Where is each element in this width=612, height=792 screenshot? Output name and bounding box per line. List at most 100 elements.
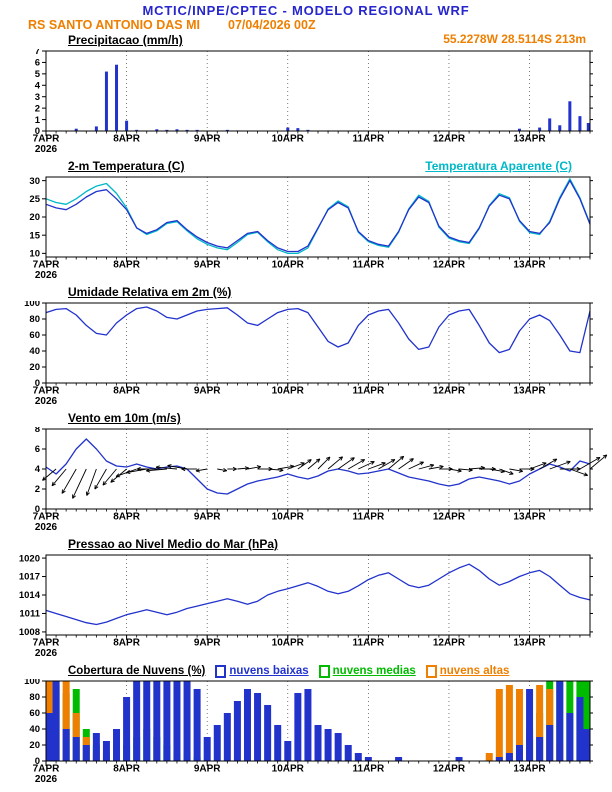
panel-humidity: Umidade Relativa em 2m (%) 0 20 40 60 80 100 7… — [0, 285, 612, 411]
y-tick-label: 40 — [29, 346, 40, 357]
x-tick-label: 9APR — [194, 764, 221, 775]
x-tick-label: 7APR — [33, 386, 60, 397]
y-tick-label: 5 — [35, 69, 41, 80]
x-tick-label: 11APR — [353, 638, 385, 649]
y-tick-label: 1 — [35, 115, 41, 126]
y-tick-label: 6 — [35, 58, 40, 69]
y-tick-label: 3 — [35, 92, 40, 103]
panel-title-clouds: Cobertura de Nuvens (%) — [68, 665, 206, 677]
x-tick-label: 10APR — [272, 764, 305, 775]
x-tick-label: 9APR — [194, 638, 221, 649]
y-tick-label: 1014 — [19, 590, 41, 601]
y-tick-label: 60 — [29, 708, 40, 719]
x-tick-label: 13APR — [513, 512, 546, 523]
x-tick-label: 11APR — [353, 134, 385, 145]
y-tick-label: 1011 — [19, 609, 40, 620]
x-tick-label: 12APR — [433, 764, 466, 775]
y-tick-label: 2 — [35, 103, 40, 114]
panel-precipitation-header: Precipitacao (mm/h) 55.2278W 28.5114S 21… — [0, 32, 612, 49]
page-header: MCTIC/INPE/CPTEC - MODELO REGIONAL WRF R… — [0, 0, 612, 33]
x-tick-label: 12APR — [433, 134, 466, 145]
x-tick-label: 11APR — [353, 386, 385, 397]
nuvens-medias-swatch-icon — [318, 664, 330, 678]
y-tick-label: 4 — [35, 464, 41, 475]
x-tick-label: 10APR — [272, 512, 305, 523]
umidade-relativa-line — [45, 306, 591, 354]
y-tick-label: 7 — [35, 49, 40, 57]
nuvens-baixas-label: nuvens baixas — [229, 665, 309, 677]
x-tick-label: 10APR — [272, 386, 305, 397]
x-tick-label: 7APR — [33, 134, 60, 145]
panel-temperature: 2-m Temperatura (C) Temperatura Aparente… — [0, 159, 612, 285]
y-tick-label: 80 — [29, 314, 40, 325]
nuvens-medias-label: nuvens medias — [332, 665, 416, 677]
x-tick-label: 13APR — [513, 638, 546, 649]
y-tick-label: 4 — [35, 80, 41, 91]
station-name: RS SANTO ANTONIO DAS MI — [28, 18, 201, 32]
y-tick-label: 0 — [35, 378, 40, 389]
vento-10m-line — [45, 438, 591, 495]
y-tick-label: 25 — [29, 194, 40, 205]
x-tick-label: 11APR — [353, 764, 385, 775]
y-tick-label: 100 — [24, 301, 40, 309]
x-tick-label: 9APR — [194, 512, 221, 523]
x-tick-label: 13APR — [513, 764, 546, 775]
x-tick-label: 8APR — [113, 638, 140, 649]
x-tick-label: 8APR — [113, 134, 140, 145]
temperatura-aparente-line — [45, 178, 591, 255]
x-tick-label: 10APR — [272, 638, 305, 649]
y-tick-label: 30 — [29, 176, 40, 187]
x-tick-label: 9APR — [194, 134, 221, 145]
y-tick-label: 15 — [29, 230, 40, 241]
x-tick-label: 7APR — [33, 260, 60, 271]
y-tick-label: 10 — [29, 249, 40, 260]
panel-title-humidity: Umidade Relativa em 2m (%) — [68, 285, 232, 299]
y-tick-label: 1008 — [19, 627, 40, 638]
y-tick-label: 20 — [29, 740, 40, 751]
plot-border — [45, 554, 591, 636]
panel-title-precipitation: Precipitacao (mm/h) — [68, 33, 183, 47]
panel-pressure-header: Pressao ao Nivel Medio do Mar (hPa) — [0, 537, 612, 553]
x-tick-label: 7APR — [33, 764, 60, 775]
panel-pressure: Pressao ao Nivel Medio do Mar (hPa) 1008… — [0, 537, 612, 663]
x-tick-label: 12APR — [433, 638, 466, 649]
y-tick-label: 0 — [35, 504, 40, 515]
nuvens-baixas-bars — [46, 681, 590, 761]
year-label: 2026 — [35, 144, 58, 155]
temperatura-2m-line — [45, 179, 591, 253]
panel-wind: Vento em 10m (m/s) 0 2 4 6 8 7APR 2026 8APR 9APR… — [0, 411, 612, 537]
x-tick-label: 9APR — [194, 260, 221, 271]
year-label: 2026 — [35, 648, 58, 659]
y-tick-label: 1020 — [19, 553, 40, 564]
panel-title-pressure: Pressao ao Nivel Medio do Mar (hPa) — [68, 537, 279, 551]
panel-title-wind: Vento em 10m (m/s) — [68, 411, 181, 425]
y-tick-label: 20 — [29, 362, 40, 373]
x-tick-label: 13APR — [513, 386, 546, 397]
x-tick-label: 8APR — [113, 260, 140, 271]
y-tick-label: 6 — [35, 444, 40, 455]
x-tick-label: 13APR — [513, 134, 546, 145]
year-label: 2026 — [35, 774, 58, 785]
x-tick-label: 13APR — [513, 260, 546, 271]
nuvens-baixas-swatch-icon — [215, 664, 227, 678]
wind-direction-arrows — [42, 454, 608, 499]
panel-wind-header: Vento em 10m (m/s) — [0, 411, 612, 427]
x-tick-label: 11APR — [353, 260, 385, 271]
x-tick-label: 8APR — [113, 512, 140, 523]
x-tick-label: 9APR — [194, 386, 221, 397]
apparent-temperature-legend: Temperatura Aparente (C) — [425, 159, 572, 173]
y-tick-label: 0 — [35, 126, 40, 137]
nuvens-altas-label: nuvens altas — [439, 665, 510, 677]
x-tick-label: 11APR — [353, 512, 385, 523]
run-datetime: 07/04/2026 00Z — [228, 18, 316, 32]
plot-border — [45, 50, 591, 132]
y-tick-label: 2 — [35, 484, 40, 495]
x-tick-label: 8APR — [113, 764, 140, 775]
y-tick-label: 40 — [29, 724, 40, 735]
